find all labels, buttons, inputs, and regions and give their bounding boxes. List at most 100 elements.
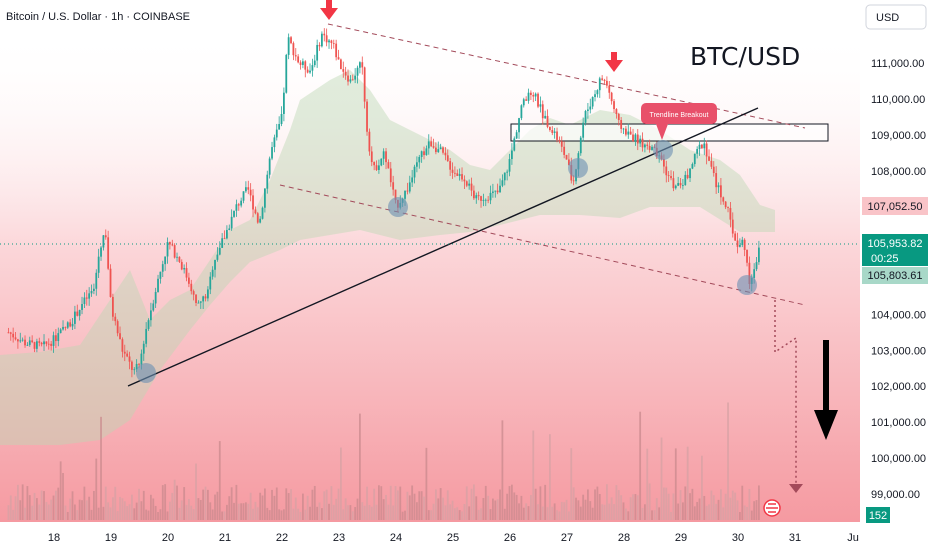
candle-body — [328, 40, 330, 43]
candle-body — [672, 178, 675, 189]
candle-body — [349, 79, 352, 82]
candle-body — [26, 344, 29, 346]
candle-body — [166, 242, 169, 257]
volume-bar — [216, 491, 219, 520]
volume-bar — [328, 503, 330, 520]
candle-body — [81, 304, 83, 310]
candle-body — [693, 153, 696, 165]
volume-bar — [475, 496, 478, 520]
volume-bar — [332, 504, 335, 520]
candle-body — [366, 101, 368, 132]
volume-bar — [252, 508, 254, 520]
volume-bar — [375, 504, 378, 520]
volume-bar — [66, 511, 69, 520]
candle-body — [256, 213, 259, 223]
candle-body — [313, 60, 316, 66]
volume-bar — [468, 506, 471, 520]
volume-bar — [207, 489, 209, 520]
volume-bar — [729, 497, 732, 520]
candle-body — [551, 130, 554, 133]
candle-body — [480, 196, 482, 201]
candle-body — [389, 168, 392, 183]
volume-bar — [275, 487, 278, 520]
volume-bar — [387, 504, 390, 520]
candle-body — [572, 180, 575, 182]
candle-body — [145, 328, 148, 344]
volume-bar — [622, 502, 625, 520]
candle-body — [138, 363, 140, 365]
volume-bar — [354, 507, 357, 520]
volume-bar — [577, 500, 580, 520]
last-price-badge: 105,953.82 00:25 — [862, 234, 928, 266]
candle-body — [351, 79, 354, 81]
volume-bar — [38, 504, 41, 520]
volume-bar — [135, 502, 138, 520]
volume-bar — [646, 448, 649, 520]
candle-body — [549, 126, 551, 131]
candle-body — [492, 191, 494, 193]
volume-bar — [698, 498, 701, 520]
volume-bar — [356, 498, 359, 520]
time-axis-ticks: 18 19 20 21 22 23 24 25 26 27 28 29 30 31 Ju — [48, 532, 859, 544]
volume-bar — [712, 495, 715, 520]
candle-body — [708, 156, 710, 161]
volume-bar — [715, 503, 718, 520]
candle-body — [292, 43, 295, 56]
candle-body — [40, 342, 43, 345]
volume-bar — [731, 490, 734, 520]
candle-body — [195, 294, 197, 304]
volume-bar — [437, 498, 440, 520]
volume-bar — [47, 504, 50, 520]
candle-body — [446, 155, 449, 162]
volume-bar — [444, 505, 447, 520]
volume-bar — [627, 511, 630, 520]
candle-body — [560, 141, 563, 147]
candle-body — [140, 353, 143, 365]
volume-bar — [214, 494, 216, 520]
volume-bar — [361, 502, 364, 520]
volume-bar — [133, 508, 136, 520]
volume-bar — [634, 494, 637, 520]
candle-body — [525, 99, 528, 101]
candle-body — [411, 177, 414, 183]
candle-body — [627, 131, 630, 135]
volume-bar — [81, 500, 83, 520]
bar-countdown-text: 00:25 — [871, 253, 899, 265]
candle-body — [565, 154, 568, 160]
candle-body — [242, 191, 245, 201]
volume-bar — [693, 506, 696, 520]
volume-bar — [349, 505, 352, 520]
candle-body — [9, 332, 12, 334]
volume-bar — [140, 501, 143, 520]
broker-logo-icon — [763, 499, 781, 517]
volume-bar — [653, 510, 656, 520]
volume-bar — [71, 491, 74, 520]
volume-bar — [299, 511, 302, 520]
candle-body — [598, 78, 601, 91]
currency-selector[interactable]: USD — [865, 4, 927, 30]
volume-bar — [451, 500, 454, 520]
price-tick-label: 109,000.00 — [871, 130, 926, 142]
volume-bar — [74, 504, 76, 520]
candle-body — [720, 185, 722, 198]
candle-body — [758, 247, 760, 263]
volume-bar — [318, 502, 321, 520]
volume-bar — [418, 491, 421, 520]
volume-bar — [677, 503, 680, 520]
volume-bar — [565, 499, 568, 520]
volume-bar — [658, 507, 661, 520]
volume-bar — [651, 510, 653, 520]
volume-bar — [33, 492, 36, 520]
volume-bar — [560, 501, 563, 520]
price-tick-label: 102,000.00 — [871, 381, 926, 393]
candle-body — [126, 353, 129, 357]
volume-bar — [245, 502, 247, 520]
volume-bar — [518, 503, 520, 520]
volume-bar — [259, 492, 262, 520]
candle-body — [311, 65, 314, 71]
candle-body — [123, 351, 126, 354]
volume-bar — [696, 501, 699, 520]
candle-body — [361, 62, 364, 68]
candle-body — [522, 99, 525, 106]
